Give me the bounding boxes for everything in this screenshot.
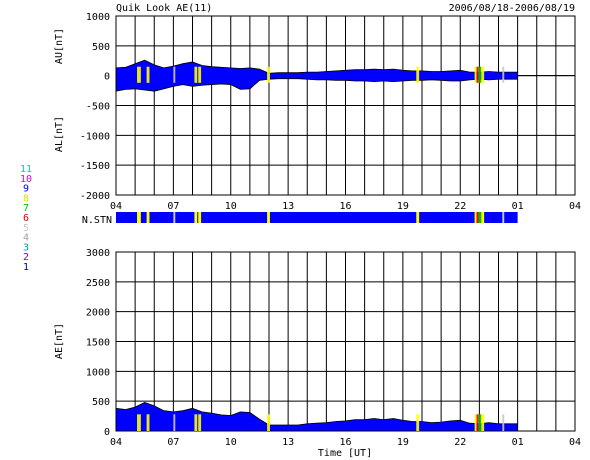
aual-x-tick-label: 19 [397, 201, 409, 212]
aual-x-tick-label: 01 [512, 201, 524, 212]
aual-y-tick-label: -500 [86, 102, 110, 113]
station-legend-entry: 7 [23, 203, 29, 214]
au-al-station-marker [137, 66, 141, 83]
station-bar-segment [194, 212, 198, 223]
au-al-station-marker [478, 66, 482, 83]
ae-station-marker [194, 414, 198, 431]
date-range: 2006/08/18-2006/08/19 [449, 3, 575, 14]
au-al-station-marker [267, 66, 270, 83]
station-bar-segment [173, 212, 176, 223]
station-legend-entry: 11 [20, 164, 32, 175]
aual-y-tick-label: 500 [92, 42, 110, 53]
aual-y-tick-label: -1000 [80, 131, 110, 142]
ae-station-marker [416, 414, 420, 431]
station-bar-segment [476, 212, 479, 223]
ae-station-marker [173, 414, 176, 431]
station-bar-segment [146, 212, 150, 223]
ae-station-marker [146, 414, 150, 431]
station-bar-segment [198, 212, 202, 223]
ae-x-tick-label: 04 [110, 437, 122, 448]
station-bar-segment [474, 212, 477, 223]
station-legend-entry: 5 [23, 223, 29, 234]
station-legend-entry: 4 [23, 233, 29, 244]
station-bar-base [116, 212, 518, 223]
aual-y-tick-label: -2000 [80, 191, 110, 202]
aual-x-tick-label: 07 [167, 201, 179, 212]
station-legend-entry: 9 [23, 184, 29, 195]
ae-x-tick-label: 13 [282, 437, 294, 448]
ae-y-tick-label: 0 [104, 427, 110, 438]
chart-title: Quik Look AE(11) [116, 3, 212, 14]
au-al-station-marker [198, 66, 202, 83]
station-bar-segment [502, 212, 505, 223]
aual-y-tick-label: 0 [104, 72, 110, 83]
station-bar-panel [116, 212, 518, 223]
au-al-station-marker [146, 66, 150, 83]
x-axis-label: Time [UT] [318, 448, 372, 459]
ae-series-area [115, 401, 519, 432]
ae-station-marker [476, 414, 479, 431]
ae-station-marker [474, 414, 477, 431]
au-al-station-marker [416, 66, 420, 83]
station-legend-entry: 10 [20, 174, 32, 185]
au-al-station-marker [476, 66, 479, 83]
ae-x-tick-label: 19 [397, 437, 409, 448]
aual-x-tick-label: 22 [454, 201, 466, 212]
aual-x-tick-label: 10 [225, 201, 237, 212]
ae-station-marker [267, 414, 270, 431]
au-axis-label: AU[nT] [54, 28, 65, 64]
ae-y-tick-label: 2000 [86, 308, 110, 319]
station-legend-entry: 1 [23, 262, 29, 273]
ae-x-tick-label: 22 [454, 437, 466, 448]
ae-station-marker [198, 414, 202, 431]
aual-x-tick-label: 04 [569, 201, 581, 212]
station-bar-segment [137, 212, 141, 223]
ae-axis-label: AE[nT] [54, 323, 65, 359]
aual-x-tick-label: 04 [110, 201, 122, 212]
station-legend-entry: 6 [23, 213, 29, 224]
ae-y-tick-label: 500 [92, 397, 110, 408]
ae-x-tick-label: 04 [569, 437, 581, 448]
station-legend-entry: 2 [23, 252, 29, 263]
ae-x-tick-label: 07 [167, 437, 179, 448]
al-axis-label: AL[nT] [54, 116, 65, 152]
ae-y-tick-label: 3000 [86, 248, 110, 259]
aual-y-tick-label: 1000 [86, 12, 110, 23]
au-al-station-marker [502, 66, 505, 83]
aual-y-tick-label: -1500 [80, 161, 110, 172]
au-al-series-area [115, 59, 518, 92]
au-al-station-marker [481, 66, 485, 83]
station-legend-entry: 3 [23, 242, 29, 253]
station-bar-segment [416, 212, 420, 223]
au-al-station-marker [173, 66, 176, 83]
station-legend-entry: 8 [23, 193, 29, 204]
aual-x-tick-label: 16 [339, 201, 351, 212]
ae-y-tick-label: 1500 [86, 338, 110, 349]
station-bar-label: N.STN [82, 215, 112, 226]
ae-x-tick-label: 01 [512, 437, 524, 448]
au-al-station-marker [194, 66, 198, 83]
ae-y-tick-label: 2500 [86, 278, 110, 289]
ae-station-marker [478, 414, 482, 431]
aual-x-tick-label: 13 [282, 201, 294, 212]
au-al-station-marker [474, 66, 477, 83]
station-bar-segment [478, 212, 482, 223]
station-bar-segment [267, 212, 270, 223]
ae-station-marker [502, 414, 505, 431]
station-bar-segment [481, 212, 485, 223]
ae-x-tick-label: 16 [339, 437, 351, 448]
ae-y-tick-label: 1000 [86, 367, 110, 378]
ae-station-marker [481, 414, 485, 431]
ae-x-tick-label: 10 [225, 437, 237, 448]
ae-station-marker [137, 414, 141, 431]
